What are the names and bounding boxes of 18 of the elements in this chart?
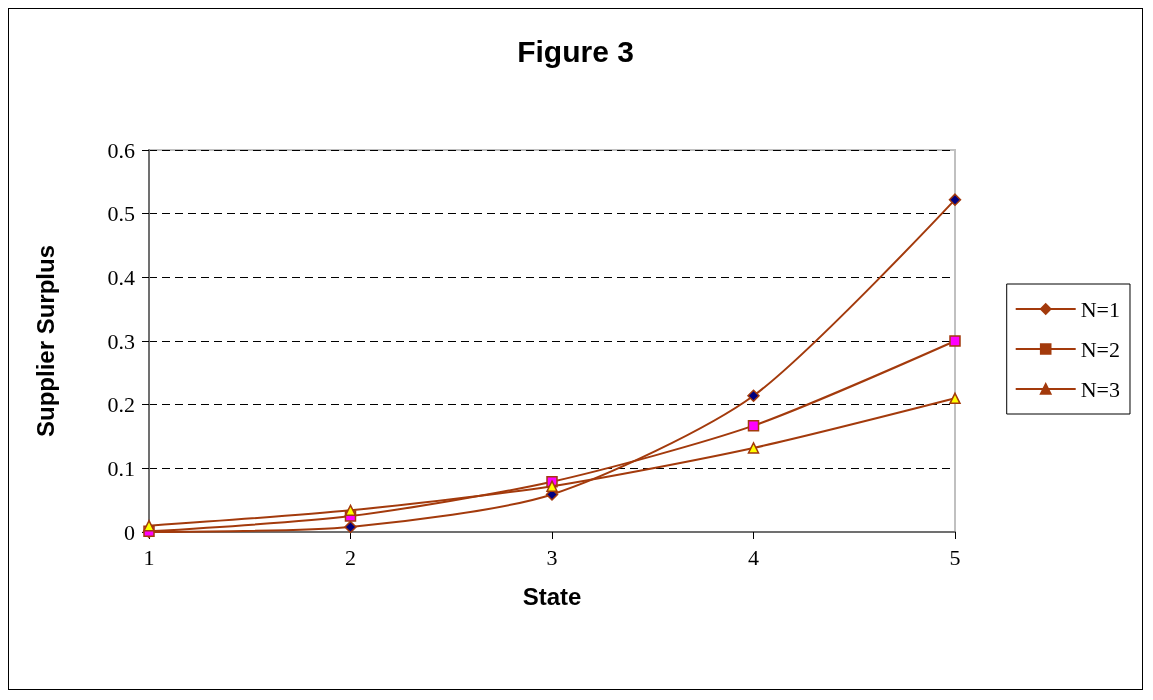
y-tick-label: 0.6 bbox=[107, 137, 135, 163]
legend-label: N=3 bbox=[1080, 376, 1120, 402]
x-tick-label: 1 bbox=[143, 544, 155, 570]
y-axis-title: Supplier Surplus bbox=[31, 244, 59, 438]
y-tick-label: 0.1 bbox=[107, 455, 135, 481]
y-tick-label: 0.3 bbox=[107, 328, 135, 354]
x-axis-title: State bbox=[522, 582, 582, 610]
x-tick-label: 2 bbox=[345, 544, 356, 570]
legend-label: N=1 bbox=[1080, 296, 1120, 322]
y-tick-label: 0.5 bbox=[107, 201, 135, 227]
x-tick-label: 5 bbox=[949, 544, 961, 570]
legend-label: N=2 bbox=[1080, 336, 1120, 362]
x-tick-label: 4 bbox=[748, 544, 759, 570]
chart-title: Figure 3 bbox=[517, 34, 634, 68]
y-tick-label: 0 bbox=[124, 519, 135, 545]
y-tick-label: 0.4 bbox=[107, 264, 135, 290]
y-tick-label: 0.2 bbox=[107, 392, 135, 418]
x-tick-label: 3 bbox=[546, 544, 558, 570]
